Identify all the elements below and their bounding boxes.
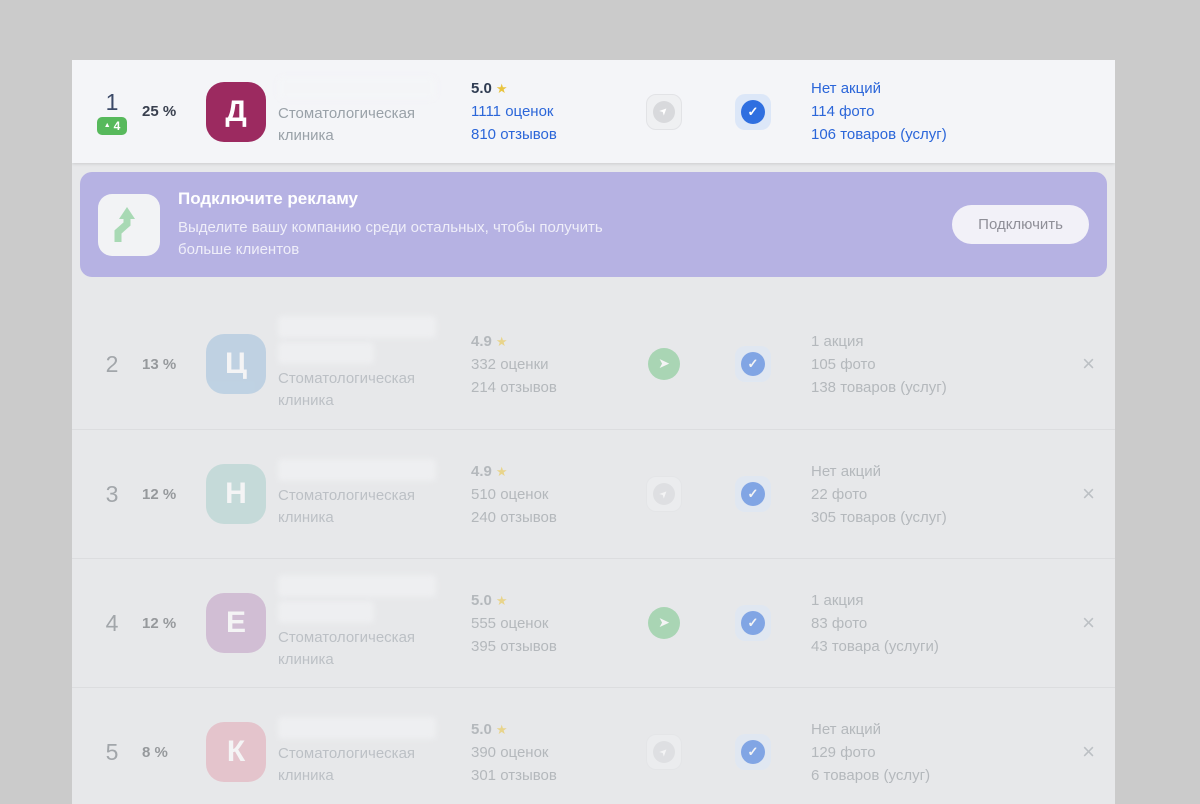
products-link[interactable]: 106 товаров (услуг) xyxy=(811,126,947,143)
blurred-company-name xyxy=(278,316,436,338)
competitor-rows: 2 13 % Ц Стоматологическая клиника 4.9 ★ … xyxy=(72,300,1115,804)
promos-count: 1 акция xyxy=(811,591,864,609)
remove-competitor-button[interactable]: × xyxy=(1082,351,1095,376)
ads-promo-banner: Подключите рекламу Выделите вашу компани… xyxy=(80,172,1107,277)
rank-change-value: 4 xyxy=(113,118,121,133)
blurred-company-name xyxy=(278,575,436,597)
competitor-row[interactable]: 5 8 % К Стоматологическая клиника 5.0 ★ 3… xyxy=(72,687,1115,804)
company-category: Стоматологическая клиника xyxy=(278,370,416,409)
rank-up-icon: ▲ xyxy=(103,122,111,129)
star-icon: ★ xyxy=(495,592,508,608)
rating-value: 4.9 xyxy=(471,332,492,350)
company-avatar: Е xyxy=(206,593,266,653)
banner-title: Подключите рекламу xyxy=(178,188,358,208)
photos-count: 83 фото xyxy=(811,614,868,632)
rank-number: 3 xyxy=(105,480,119,507)
verified-badge-icon: ✓ xyxy=(735,734,771,770)
blurred-company-name xyxy=(278,459,436,481)
rank-number: 4 xyxy=(105,609,119,636)
priority-placement-icon: ➤ xyxy=(648,607,680,639)
competitor-row[interactable]: 3 12 % Н Стоматологическая клиника 4.9 ★ … xyxy=(72,429,1115,558)
photos-count: 105 фото xyxy=(811,355,876,373)
rank-number: 5 xyxy=(105,738,119,765)
share-percent: 8 % xyxy=(142,743,168,761)
reviews-count: 301 отзывов xyxy=(471,766,557,784)
reviews-count: 240 отзывов xyxy=(471,508,557,526)
banner-subtitle: Выделите вашу компанию среди остальных, … xyxy=(178,218,603,258)
company-name-block: Стоматологическая клиника xyxy=(278,717,471,787)
promos-count: Нет акций xyxy=(811,462,881,480)
remove-competitor-button[interactable]: × xyxy=(1082,739,1095,764)
products-count: 138 товаров (услуг) xyxy=(811,378,947,396)
company-category: Стоматологическая клиника xyxy=(278,745,416,784)
ratings-count: 332 оценки xyxy=(471,355,549,373)
share-percent: 12 % xyxy=(142,485,177,503)
company-avatar: Н xyxy=(206,464,266,524)
company-category: Стоматологическая клиника xyxy=(278,629,416,668)
company-category: Стоматологическая клиника xyxy=(278,104,416,144)
promos-count: Нет акций xyxy=(811,720,881,738)
verified-badge-icon: ✓ xyxy=(735,605,771,641)
priority-placement-icon: ➤ xyxy=(646,734,682,770)
company-name-block: Стоматологическая клиника xyxy=(278,76,471,147)
competitors-ranking-panel: 1 ▲ 4 25 % Д Стоматологическая клиника 5… xyxy=(72,60,1115,804)
star-icon: ★ xyxy=(495,463,508,479)
competitor-row[interactable]: 2 13 % Ц Стоматологическая клиника 4.9 ★ … xyxy=(72,300,1115,429)
star-icon: ★ xyxy=(495,333,508,349)
blurred-company-name xyxy=(278,601,374,623)
company-avatar: Д xyxy=(206,81,266,142)
growth-arrow-icon xyxy=(98,193,160,256)
star-icon: ★ xyxy=(495,81,508,96)
reviews-count-link[interactable]: 810 отзывов xyxy=(471,126,557,143)
verified-badge-icon: ✓ xyxy=(735,346,771,382)
blurred-company-name xyxy=(278,717,436,739)
photos-link[interactable]: 114 фото xyxy=(811,103,875,120)
priority-placement-icon: ➤ xyxy=(646,476,682,512)
company-name-block: Стоматологическая клиника xyxy=(278,316,471,412)
promos-link[interactable]: Нет акций xyxy=(811,80,881,97)
company-avatar: Ц xyxy=(206,334,266,394)
remove-competitor-button[interactable]: × xyxy=(1082,481,1095,506)
reviews-count: 395 отзывов xyxy=(471,637,557,655)
blurred-company-name xyxy=(278,76,436,99)
rating-value: 5.0 xyxy=(471,591,492,609)
ratings-count: 390 оценок xyxy=(471,743,549,761)
rank-change-badge: ▲ 4 xyxy=(96,116,128,135)
remove-competitor-button[interactable]: × xyxy=(1082,610,1095,635)
products-count: 6 товаров (услуг) xyxy=(811,766,931,784)
share-percent: 25 % xyxy=(142,103,177,120)
connect-ads-button[interactable]: Подключить xyxy=(952,205,1089,244)
blurred-company-name xyxy=(278,342,374,364)
priority-placement-icon: ➤ xyxy=(648,348,680,380)
company-avatar: К xyxy=(206,722,266,782)
rating-value: 4.9 xyxy=(471,462,492,480)
reviews-count: 214 отзывов xyxy=(471,378,557,396)
rating-value: 5.0 xyxy=(471,80,492,97)
rank-number: 2 xyxy=(105,350,119,377)
ratings-count: 510 оценок xyxy=(471,485,549,503)
ratings-count: 555 оценок xyxy=(471,614,549,632)
photos-count: 22 фото xyxy=(811,485,868,503)
share-percent: 13 % xyxy=(142,355,177,373)
products-count: 43 товара (услуги) xyxy=(811,637,939,655)
priority-placement-icon: ➤ xyxy=(646,93,682,130)
company-name-block: Стоматологическая клиника xyxy=(278,575,471,671)
competitor-row[interactable]: 4 12 % Е Стоматологическая клиника 5.0 ★ … xyxy=(72,558,1115,687)
verified-badge-icon: ✓ xyxy=(735,93,771,130)
promos-count: 1 акция xyxy=(811,332,864,350)
company-name-block: Стоматологическая клиника xyxy=(278,459,471,529)
photos-count: 129 фото xyxy=(811,743,876,761)
company-category: Стоматологическая клиника xyxy=(278,487,416,526)
ratings-count-link[interactable]: 1111 оценок xyxy=(471,103,554,120)
star-icon: ★ xyxy=(495,721,508,737)
products-count: 305 товаров (услуг) xyxy=(811,508,947,526)
own-company-row[interactable]: 1 ▲ 4 25 % Д Стоматологическая клиника 5… xyxy=(72,60,1115,163)
share-percent: 12 % xyxy=(142,614,177,632)
rating-value: 5.0 xyxy=(471,720,492,738)
rank-number: 1 xyxy=(105,88,119,115)
verified-badge-icon: ✓ xyxy=(735,476,771,512)
